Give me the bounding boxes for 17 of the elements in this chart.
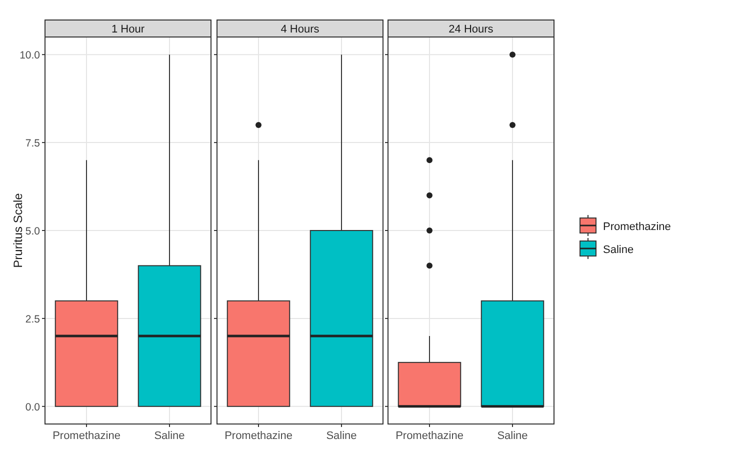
x-tick-label: Promethazine [396, 430, 464, 442]
y-tick-label: 10.0 [20, 50, 40, 62]
x-tick-label: Promethazine [224, 430, 292, 442]
legend-label: Saline [603, 244, 634, 256]
x-tick-label: Promethazine [52, 430, 120, 442]
y-tick-label: 5.0 [25, 226, 40, 238]
x-tick-label: Saline [326, 430, 357, 442]
y-tick-label: 7.5 [25, 138, 40, 150]
chart-title: 4 Hours [280, 24, 320, 36]
y-tick-label: 2.5 [25, 313, 40, 326]
legend-label: Promethazine [603, 221, 671, 233]
x-tick-label: Saline [154, 430, 185, 442]
chart-title: 1 Hour [111, 24, 145, 36]
y-tick-label: 0.0 [25, 401, 40, 414]
chart-title: 24 Hours [448, 24, 494, 36]
x-tick-label: Saline [497, 430, 528, 442]
y-axis-title: Pruritus Scale [11, 192, 25, 268]
